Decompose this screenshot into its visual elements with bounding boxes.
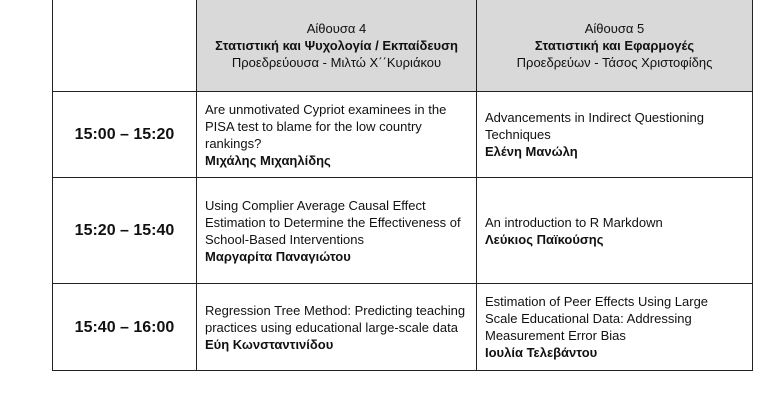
- room5-header: Αίθουσα 5 Στατιστική και Εφαρμογές Προεδ…: [476, 0, 753, 92]
- table-row: 15:00 – 15:20 Are unmotivated Cypriot ex…: [52, 91, 753, 178]
- table-row: 15:20 – 15:40 Using Complier Average Cau…: [52, 177, 753, 284]
- speaker-name: Εύη Κωνσταντινίδου: [205, 336, 334, 352]
- speaker-name: Ιουλία Τελεβάντου: [485, 345, 598, 360]
- talk-title: Are unmotivated Cypriot examinees in the…: [205, 101, 447, 151]
- time-header-cell: [52, 0, 197, 92]
- speaker-name: Λεύκιος Παϊκούσης: [485, 231, 604, 247]
- room4-topic: Στατιστική και Ψυχολογία / Εκπαίδευση: [215, 37, 458, 53]
- header-row: Αίθουσα 4 Στατιστική και Ψυχολογία / Εκπ…: [52, 0, 753, 92]
- talk-title: An introduction to R Markdown: [485, 214, 663, 230]
- talk-cell: Regression Tree Method: Predicting teach…: [196, 283, 477, 371]
- room4-header: Αίθουσα 4 Στατιστική και Ψυχολογία / Εκπ…: [196, 0, 477, 92]
- talk-cell: Estimation of Peer Effects Using Large S…: [476, 283, 753, 371]
- room4-chair: Προεδρεύουσα - Μιλτώ Χ΄΄Κυριάκου: [231, 54, 442, 70]
- talk-title: Estimation of Peer Effects Using Large S…: [485, 294, 709, 343]
- talk-cell: Using Complier Average Causal Effect Est…: [196, 177, 477, 284]
- table-row: 15:40 – 16:00 Regression Tree Method: Pr…: [52, 283, 753, 371]
- talk-cell: An introduction to R Markdown Λεύκιος Παϊ…: [476, 177, 753, 284]
- talk-title: Regression Tree Method: Predicting teach…: [205, 302, 466, 335]
- talk-title: Advancements in Indirect Questioning Tec…: [485, 110, 704, 142]
- talk-cell: Are unmotivated Cypriot examinees in the…: [196, 91, 477, 178]
- talk-cell: Advancements in Indirect Questioning Tec…: [476, 91, 753, 178]
- time-slot: 15:00 – 15:20: [52, 91, 197, 178]
- speaker-name: Μιχάλης Μιχαηλίδης: [205, 152, 331, 168]
- room4-name: Αίθουσα 4: [306, 20, 367, 36]
- room5-topic: Στατιστική και Εφαρμογές: [534, 37, 695, 53]
- room5-name: Αίθουσα 5: [584, 20, 645, 36]
- time-slot: 15:40 – 16:00: [52, 283, 197, 371]
- speaker-name: Μαργαρίτα Παναγιώτου: [205, 248, 351, 264]
- time-slot: 15:20 – 15:40: [52, 177, 197, 284]
- talk-title: Using Complier Average Causal Effect Est…: [205, 197, 461, 247]
- speaker-name: Ελένη Μανώλη: [485, 144, 578, 159]
- schedule-table: Αίθουσα 4 Στατιστική και Ψυχολογία / Εκπ…: [52, 0, 753, 371]
- room5-chair: Προεδρεύων - Τάσος Χριστοφίδης: [516, 54, 713, 70]
